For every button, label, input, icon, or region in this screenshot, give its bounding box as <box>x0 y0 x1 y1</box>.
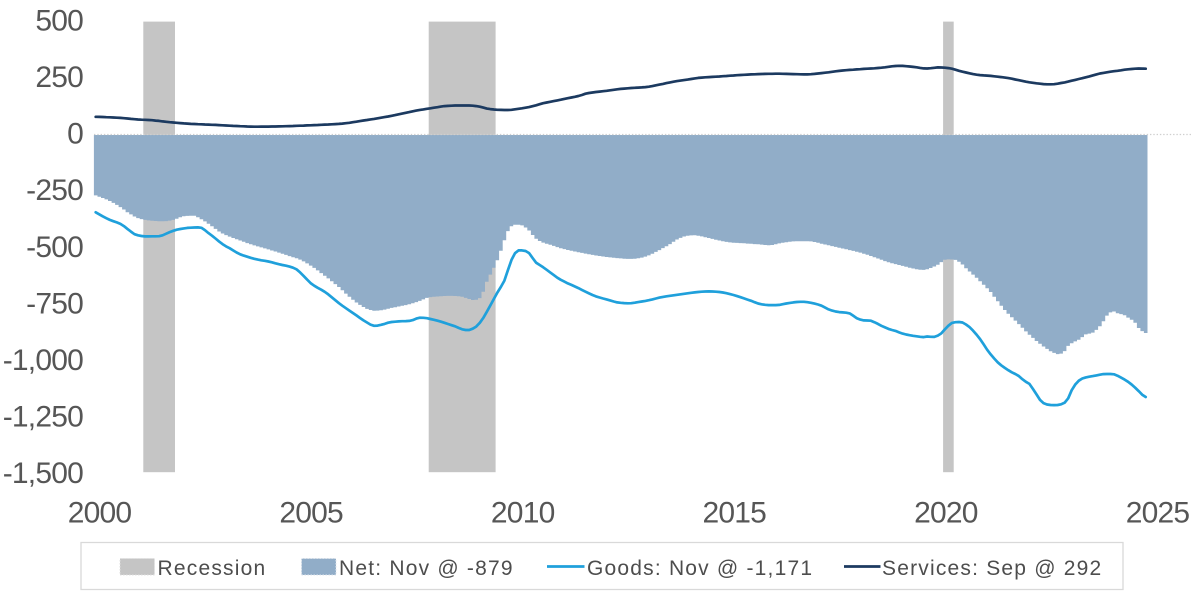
svg-text:-750: -750 <box>26 287 83 320</box>
svg-text:2020: 2020 <box>914 497 978 530</box>
svg-text:500: 500 <box>35 5 83 38</box>
svg-text:Services: Sep @ 292: Services: Sep @ 292 <box>882 557 1102 580</box>
svg-text:2010: 2010 <box>491 497 555 530</box>
svg-text:2005: 2005 <box>279 497 343 530</box>
svg-text:0: 0 <box>67 118 83 151</box>
svg-text:-250: -250 <box>26 174 83 207</box>
svg-text:2000: 2000 <box>68 497 132 530</box>
svg-text:-500: -500 <box>26 231 83 264</box>
svg-text:-1,500: -1,500 <box>3 457 83 490</box>
svg-text:2025: 2025 <box>1126 497 1190 530</box>
svg-text:Goods: Nov @ -1,171: Goods: Nov @ -1,171 <box>587 557 813 580</box>
svg-text:2015: 2015 <box>703 497 767 530</box>
svg-text:Recession: Recession <box>158 557 267 580</box>
svg-text:Net: Nov @ -879: Net: Nov @ -879 <box>339 557 514 580</box>
svg-text:-1,250: -1,250 <box>3 400 83 433</box>
svg-text:250: 250 <box>35 61 83 94</box>
svg-text:-1,000: -1,000 <box>3 344 83 377</box>
